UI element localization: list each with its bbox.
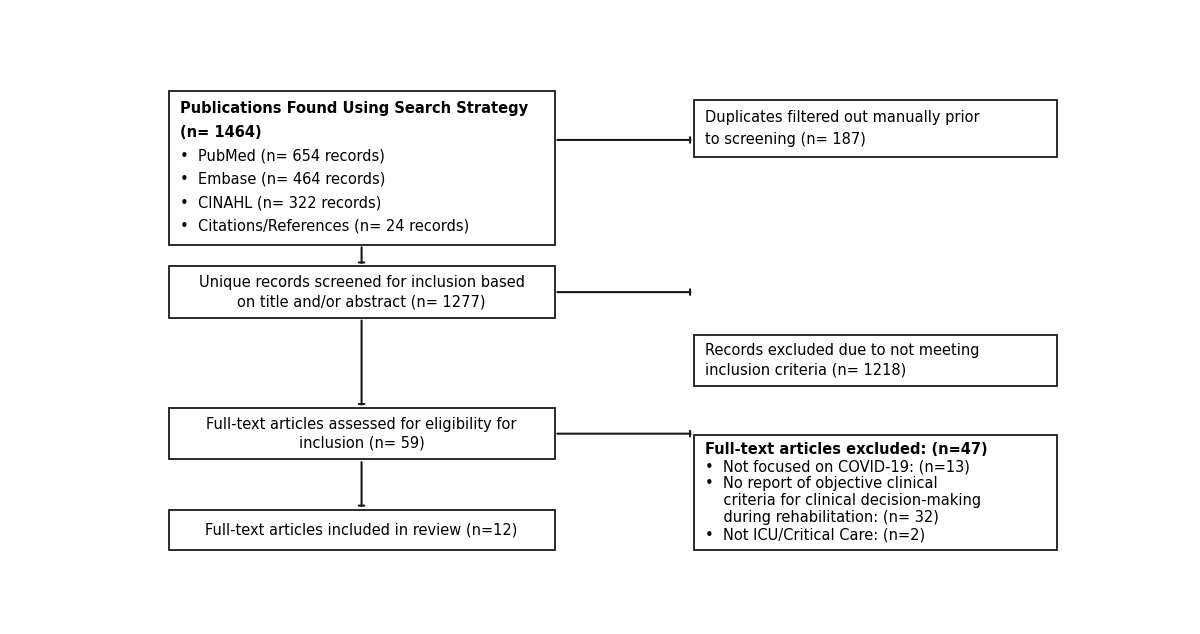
Text: •  Embase (n= 464 records): • Embase (n= 464 records): [180, 172, 385, 187]
Text: inclusion (n= 59): inclusion (n= 59): [299, 436, 425, 451]
Text: during rehabilitation: (n= 32): during rehabilitation: (n= 32): [706, 510, 940, 525]
Text: •  CINAHL (n= 322 records): • CINAHL (n= 322 records): [180, 195, 382, 210]
Text: •  Citations/References (n= 24 records): • Citations/References (n= 24 records): [180, 219, 469, 234]
FancyBboxPatch shape: [694, 101, 1057, 157]
Text: to screening (n= 187): to screening (n= 187): [706, 132, 866, 147]
Text: Full-text articles excluded: (n=47): Full-text articles excluded: (n=47): [706, 443, 988, 457]
Text: •  PubMed (n= 654 records): • PubMed (n= 654 records): [180, 148, 385, 164]
Text: •  Not ICU/Critical Care: (n=2): • Not ICU/Critical Care: (n=2): [706, 527, 925, 542]
Text: •  Not focused on COVID-19: (n=13): • Not focused on COVID-19: (n=13): [706, 459, 970, 474]
Text: Duplicates filtered out manually prior: Duplicates filtered out manually prior: [706, 110, 980, 125]
FancyBboxPatch shape: [168, 266, 554, 318]
Text: criteria for clinical decision-making: criteria for clinical decision-making: [706, 493, 982, 508]
Text: Full-text articles assessed for eligibility for: Full-text articles assessed for eligibil…: [206, 417, 517, 432]
Text: Full-text articles included in review (n=12): Full-text articles included in review (n…: [205, 522, 517, 537]
FancyBboxPatch shape: [168, 510, 554, 550]
FancyBboxPatch shape: [168, 408, 554, 459]
Text: on title and/or abstract (n= 1277): on title and/or abstract (n= 1277): [238, 294, 486, 309]
Text: inclusion criteria (n= 1218): inclusion criteria (n= 1218): [706, 363, 906, 378]
Text: Publications Found Using Search Strategy: Publications Found Using Search Strategy: [180, 101, 528, 116]
Text: •  No report of objective clinical: • No report of objective clinical: [706, 476, 938, 491]
FancyBboxPatch shape: [168, 91, 554, 245]
FancyBboxPatch shape: [694, 335, 1057, 386]
Text: Records excluded due to not meeting: Records excluded due to not meeting: [706, 343, 979, 358]
Text: Unique records screened for inclusion based: Unique records screened for inclusion ba…: [198, 275, 524, 290]
Text: (n= 1464): (n= 1464): [180, 125, 262, 140]
FancyBboxPatch shape: [694, 435, 1057, 550]
